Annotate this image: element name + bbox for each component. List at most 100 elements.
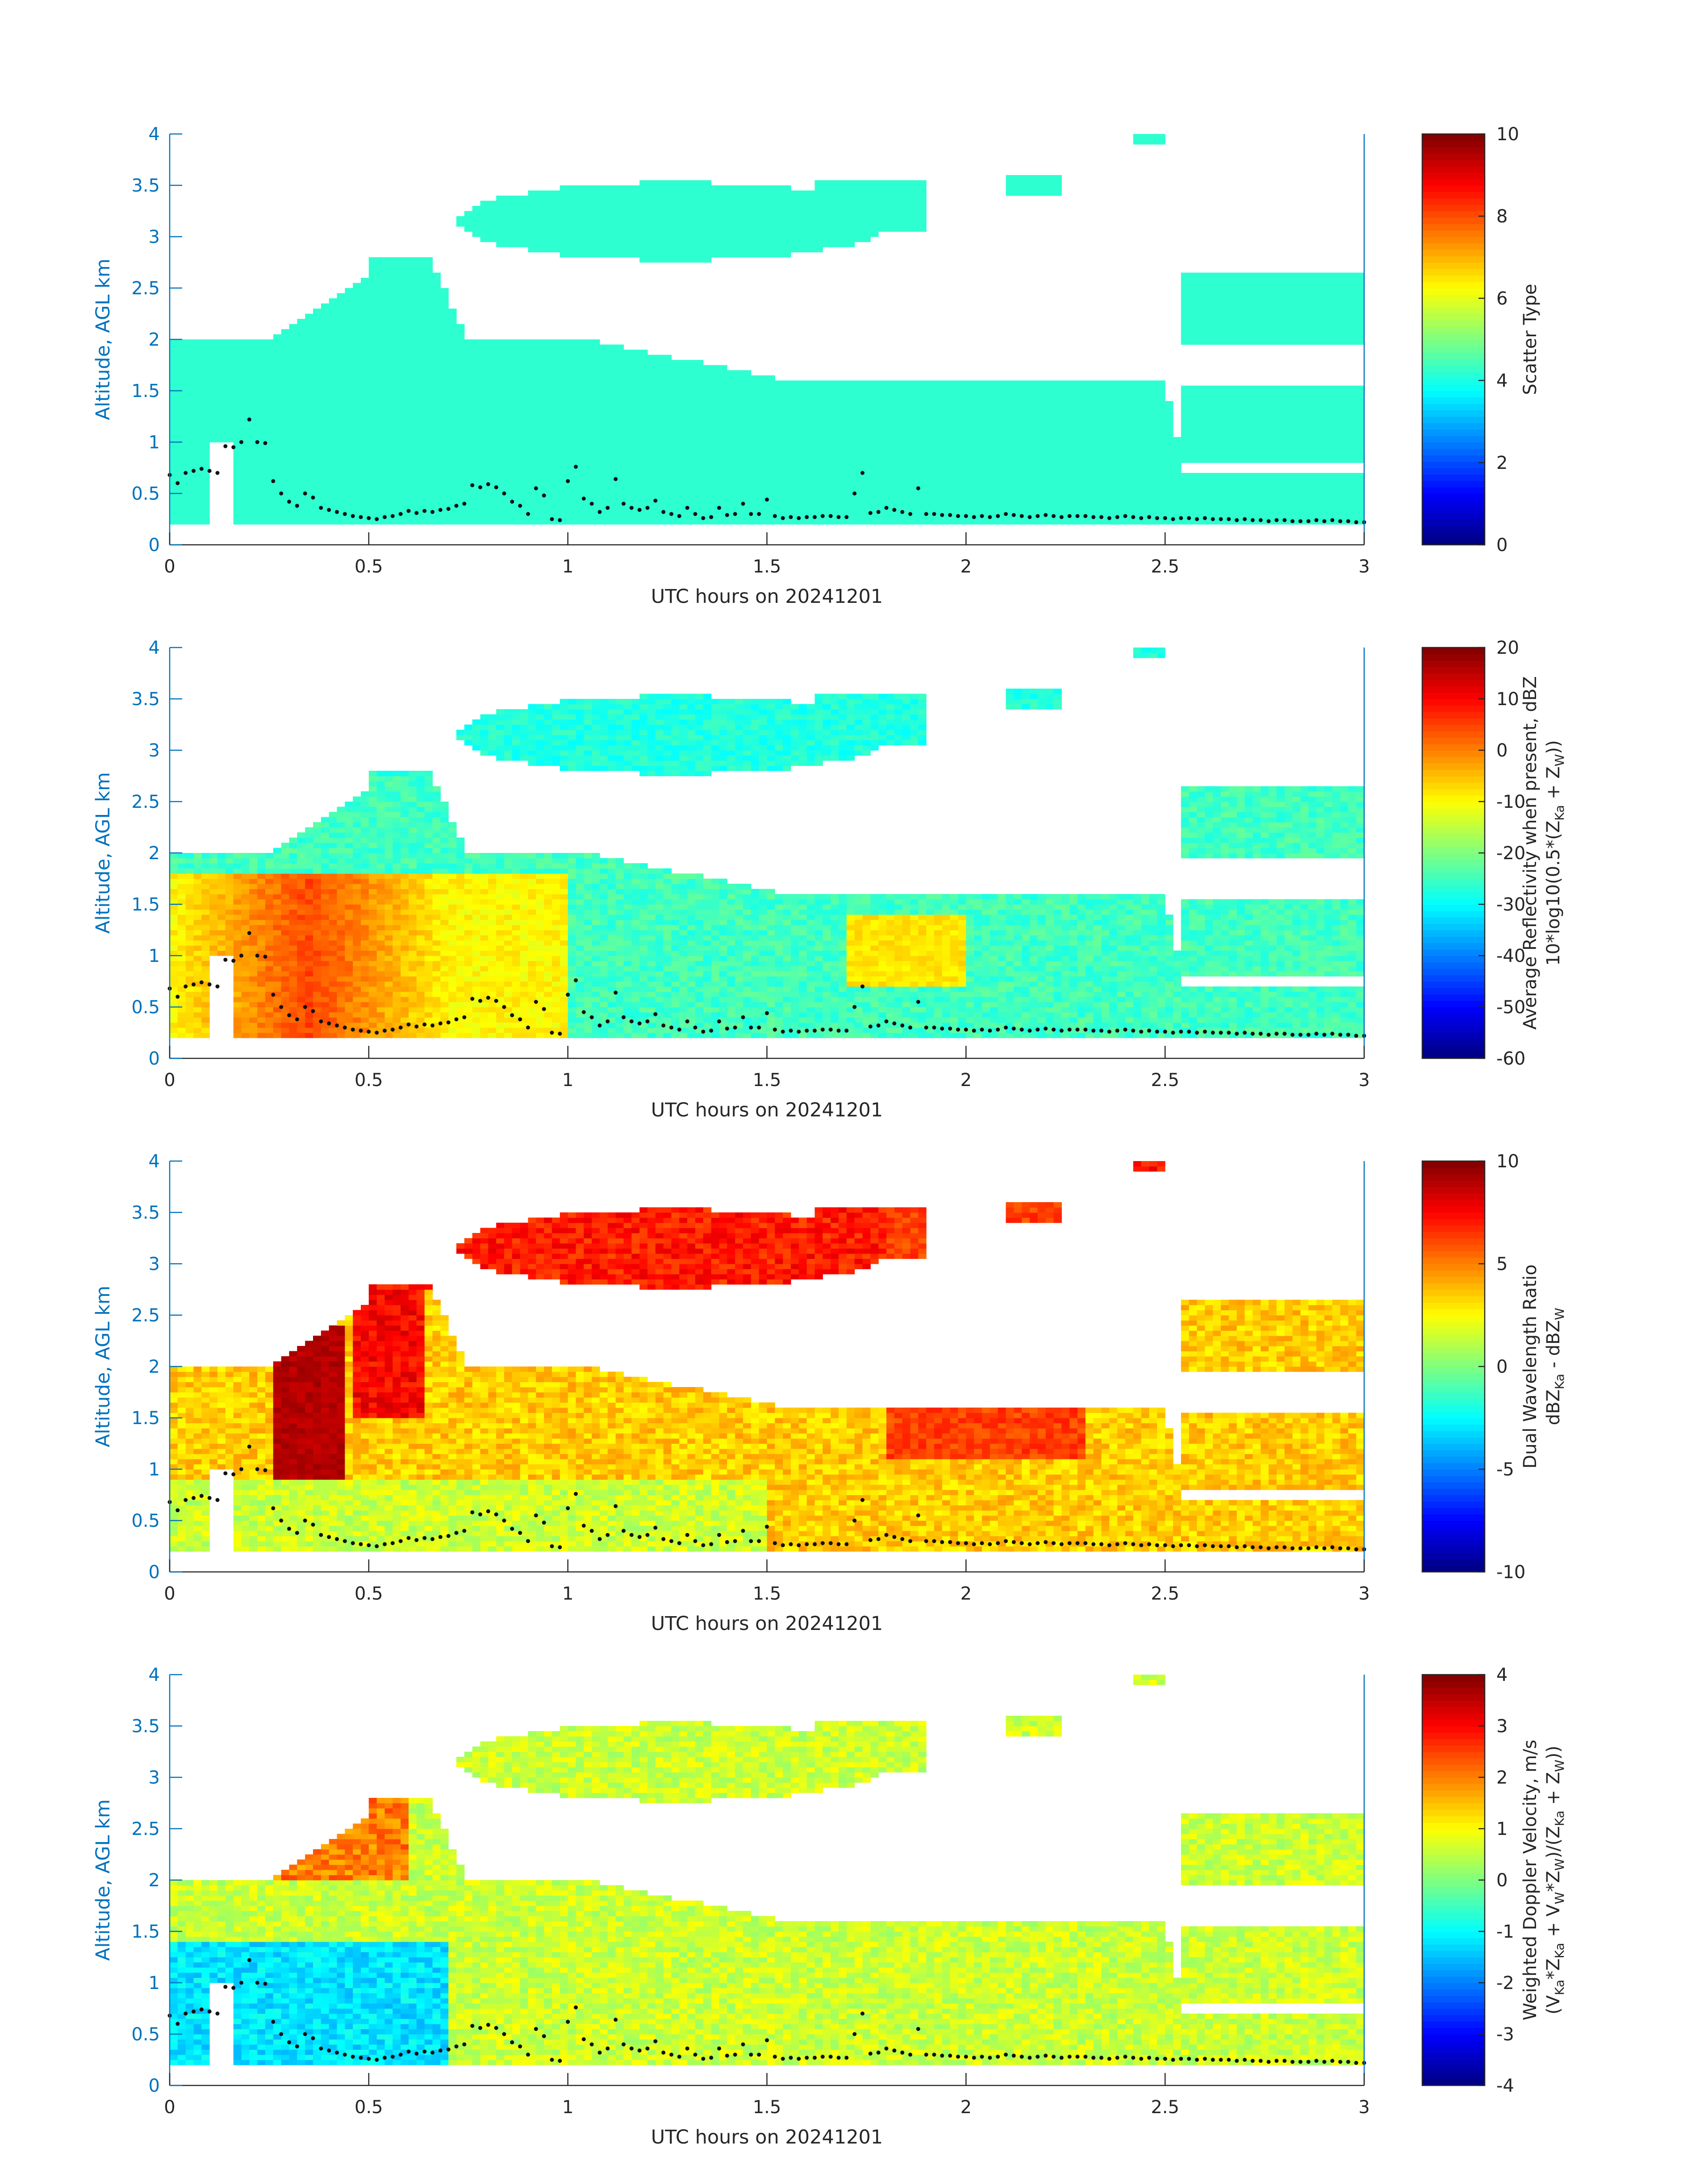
heatmap-cell	[1141, 468, 1150, 473]
heatmap-cell	[472, 514, 481, 520]
heatmap-cell	[1117, 442, 1126, 448]
heatmap-cell	[576, 432, 584, 438]
heatmap-cell	[711, 242, 720, 247]
heatmap-cell	[775, 380, 783, 386]
heatmap-cell	[783, 237, 791, 242]
heatmap-cell	[679, 380, 688, 386]
heatmap-cell	[1109, 432, 1118, 438]
heatmap-cell	[894, 509, 903, 514]
heatmap-cell	[823, 488, 831, 494]
heatmap-cell	[902, 196, 911, 201]
heatmap-cell	[727, 509, 735, 514]
heatmap-cell	[862, 221, 871, 227]
heatmap-cell	[305, 370, 313, 376]
heatmap-cell	[1141, 498, 1150, 504]
heatmap-cell	[814, 247, 823, 253]
heatmap-cell	[687, 401, 696, 407]
heatmap-cell	[1006, 498, 1014, 504]
heatmap-cell	[201, 411, 210, 417]
heatmap-cell	[409, 457, 417, 463]
heatmap-cell	[663, 206, 672, 212]
heatmap-cell	[432, 339, 441, 345]
heatmap-cell	[862, 416, 871, 422]
heatmap-cell	[424, 365, 433, 371]
heatmap-cell	[576, 437, 584, 443]
heatmap-cell	[703, 416, 712, 422]
heatmap-cell	[289, 370, 297, 376]
heatmap-cell	[456, 422, 465, 427]
heatmap-cell	[870, 437, 879, 443]
heatmap-cell	[321, 437, 330, 443]
heatmap-cell	[552, 226, 560, 232]
heatmap-cell	[201, 452, 210, 458]
heatmap-cell	[170, 483, 178, 489]
heatmap-cell	[679, 514, 688, 520]
heatmap-cell	[631, 478, 640, 484]
heatmap-cell	[520, 242, 529, 247]
heatmap-cell	[735, 498, 743, 504]
heatmap-cell	[584, 231, 592, 237]
heatmap-cell	[265, 437, 274, 443]
heatmap-cell	[711, 231, 720, 237]
heatmap-cell	[631, 514, 640, 520]
heatmap-cell	[552, 504, 560, 510]
heatmap-cell	[456, 437, 465, 443]
heatmap-cell	[409, 488, 417, 494]
heatmap-cell	[337, 509, 345, 514]
heatmap-cell	[568, 190, 576, 196]
heatmap-cell	[305, 334, 313, 340]
heatmap-cell	[679, 185, 688, 191]
heatmap-cell	[607, 401, 616, 407]
heatmap-cell	[663, 180, 672, 186]
heatmap-cell	[974, 422, 982, 427]
heatmap-cell	[480, 437, 489, 443]
heatmap-cell	[257, 488, 266, 494]
heatmap-cell	[376, 519, 385, 525]
heatmap-cell	[1125, 422, 1134, 427]
heatmap-cell	[496, 493, 505, 499]
heatmap-cell	[647, 216, 656, 222]
heatmap-cell	[560, 442, 568, 448]
heatmap-cell	[679, 411, 688, 417]
heatmap-cell	[337, 426, 345, 432]
heatmap-cell	[1077, 478, 1086, 484]
heatmap-cell	[743, 396, 752, 401]
heatmap-cell	[496, 216, 505, 222]
heatmap-cell	[703, 257, 712, 263]
heatmap-cell	[361, 339, 369, 345]
heatmap-cell	[1037, 509, 1046, 514]
heatmap-cell	[464, 365, 473, 371]
heatmap-cell	[1006, 493, 1014, 499]
heatmap-cell	[1037, 180, 1046, 186]
heatmap-cell	[1141, 463, 1150, 468]
heatmap-cell	[958, 432, 966, 438]
heatmap-cell	[647, 385, 656, 391]
heatmap-cell	[536, 498, 544, 504]
heatmap-cell	[1014, 396, 1022, 401]
heatmap-cell	[393, 457, 401, 463]
heatmap-cell	[536, 442, 544, 448]
heatmap-cell	[233, 457, 242, 463]
heatmap-cell	[711, 401, 720, 407]
heatmap-cell	[687, 422, 696, 427]
heatmap-cell	[1077, 401, 1086, 407]
heatmap-cell	[528, 355, 536, 360]
heatmap-cell	[1117, 422, 1126, 427]
heatmap-cell	[902, 185, 911, 191]
heatmap-cell	[695, 196, 704, 201]
heatmap-cell	[831, 380, 839, 386]
heatmap-cell	[1061, 442, 1070, 448]
heatmap-cell	[337, 350, 345, 355]
heatmap-cell	[313, 360, 322, 366]
heatmap-cell	[321, 426, 330, 432]
heatmap-cell	[1109, 422, 1118, 427]
heatmap-cell	[393, 519, 401, 525]
heatmap-cell	[409, 447, 417, 453]
heatmap-cell	[217, 370, 226, 376]
heatmap-cell	[464, 514, 473, 520]
heatmap-cell	[249, 411, 258, 417]
heatmap-cell	[496, 396, 505, 401]
heatmap-cell	[568, 504, 576, 510]
heatmap-cell	[918, 226, 927, 232]
heatmap-cell	[655, 360, 664, 366]
